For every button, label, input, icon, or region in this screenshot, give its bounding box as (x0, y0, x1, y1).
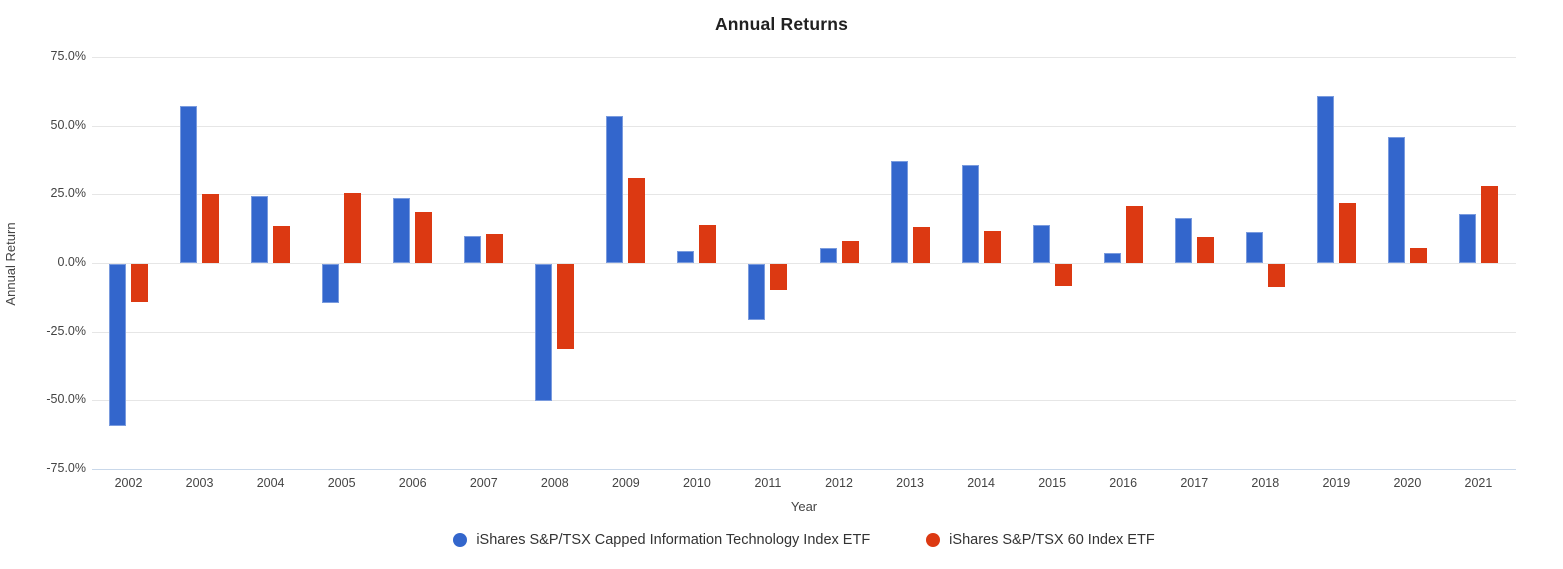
x-tick-label-2006: 2006 (398, 476, 427, 490)
bar-tech-etf-2003[interactable] (180, 106, 198, 263)
x-tick-label-2009: 2009 (611, 476, 640, 490)
x-tick-label-2016: 2016 (1109, 476, 1138, 490)
gridline-75.0% (92, 57, 1516, 58)
x-tick-label-2019: 2019 (1322, 476, 1351, 490)
x-tick-label-2018: 2018 (1251, 476, 1280, 490)
legend-label: iShares S&P/TSX Capped Information Techn… (476, 532, 871, 548)
y-tick-label: -25.0% (46, 323, 86, 338)
bar-tsx60-etf-2015[interactable] (1054, 264, 1072, 286)
bar-tsx60-etf-2013[interactable] (912, 227, 930, 263)
bar-tech-etf-2009[interactable] (606, 116, 624, 263)
bar-tech-etf-2005[interactable] (322, 264, 340, 304)
x-tick-label-2007: 2007 (469, 476, 498, 490)
y-tick-label: 25.0% (50, 186, 86, 201)
legend-item-tsx60-etf[interactable]: iShares S&P/TSX 60 Index ETF (926, 532, 1155, 548)
legend-color-dot (453, 533, 468, 547)
bar-tsx60-etf-2017[interactable] (1196, 237, 1214, 263)
plot-area (92, 57, 1516, 470)
bar-tsx60-etf-2014[interactable] (983, 230, 1001, 263)
bar-tsx60-etf-2007[interactable] (486, 234, 504, 263)
y-tick-label: -50.0% (46, 392, 86, 407)
bar-tsx60-etf-2003[interactable] (202, 193, 220, 263)
x-tick-label-2020: 2020 (1393, 476, 1422, 490)
bar-tsx60-etf-2011[interactable] (770, 264, 788, 290)
bar-tech-etf-2017[interactable] (1174, 217, 1192, 263)
bar-tech-etf-2016[interactable] (1103, 253, 1121, 263)
bar-tsx60-etf-2005[interactable] (344, 193, 362, 263)
gridline-50.0% (92, 125, 1516, 127)
bar-tsx60-etf-2008[interactable] (557, 264, 575, 350)
y-axis-title: Annual Return (3, 222, 18, 306)
bar-tech-etf-2019[interactable] (1316, 96, 1334, 263)
legend-color-dot (926, 533, 941, 547)
bar-tsx60-etf-2016[interactable] (1125, 206, 1143, 263)
bar-tsx60-etf-2018[interactable] (1267, 264, 1285, 287)
bar-tech-etf-2007[interactable] (464, 235, 482, 263)
x-tick-label-2013: 2013 (896, 476, 924, 490)
legend: iShares S&P/TSX Capped Information Techn… (92, 527, 1516, 553)
x-tick-label-2017: 2017 (1180, 476, 1209, 490)
bar-tsx60-etf-2002[interactable] (131, 264, 148, 302)
x-tick-label-2008: 2008 (540, 476, 569, 490)
x-tick-label-2004: 2004 (256, 476, 285, 490)
bar-tech-etf-2018[interactable] (1245, 232, 1263, 263)
bar-tech-etf-2013[interactable] (890, 160, 908, 263)
legend-label: iShares S&P/TSX 60 Index ETF (949, 532, 1155, 548)
x-tick-label-2015: 2015 (1038, 476, 1067, 490)
bar-tsx60-etf-2019[interactable] (1338, 203, 1356, 263)
y-tick-label: -75.0% (46, 461, 86, 475)
gridline--50.0% (92, 400, 1516, 402)
x-tick-label-2014: 2014 (967, 476, 995, 490)
bar-tsx60-etf-2010[interactable] (699, 225, 717, 263)
bar-tech-etf-2012[interactable] (819, 247, 837, 263)
x-tick-label-2012: 2012 (825, 476, 853, 490)
gridline-25.0% (92, 194, 1516, 196)
bar-tech-etf-2004[interactable] (251, 195, 269, 263)
gridline--25.0% (92, 331, 1516, 333)
gridline-0.0% (92, 263, 1516, 264)
bar-tech-etf-2015[interactable] (1032, 225, 1050, 263)
bar-tsx60-etf-2009[interactable] (628, 177, 646, 263)
y-tick-label: 0.0% (57, 255, 87, 269)
bar-tech-etf-2008[interactable] (535, 264, 553, 402)
bar-tsx60-etf-2006[interactable] (415, 211, 433, 263)
x-tick-label-2021: 2021 (1464, 476, 1493, 490)
bar-tech-etf-2014[interactable] (961, 165, 979, 263)
bar-tech-etf-2002[interactable] (109, 264, 126, 427)
x-tick-label-2003: 2003 (185, 476, 214, 490)
bar-tsx60-etf-2004[interactable] (273, 225, 291, 263)
bar-tech-etf-2021[interactable] (1458, 214, 1476, 263)
bar-tsx60-etf-2021[interactable] (1480, 186, 1498, 263)
x-tick-label-2010: 2010 (682, 476, 711, 490)
x-tick-label-2002: 2002 (114, 476, 143, 490)
bar-tsx60-etf-2020[interactable] (1409, 248, 1427, 263)
chart-title: Annual Returns (714, 14, 849, 34)
bar-tech-etf-2011[interactable] (748, 264, 766, 321)
x-tick-label-2011: 2011 (754, 476, 782, 490)
gridline--75.0% (92, 469, 1516, 470)
x-tick-label-2005: 2005 (327, 476, 356, 490)
y-tick-label: 50.0% (50, 117, 86, 132)
legend-item-tech-etf[interactable]: iShares S&P/TSX Capped Information Techn… (453, 532, 870, 548)
bar-tech-etf-2010[interactable] (677, 250, 695, 263)
bar-tech-etf-2006[interactable] (393, 197, 411, 263)
bar-tsx60-etf-2012[interactable] (841, 241, 859, 263)
x-axis-title: Year (790, 499, 818, 514)
y-tick-label: 75.0% (50, 49, 86, 63)
bar-tech-etf-2020[interactable] (1387, 137, 1405, 263)
